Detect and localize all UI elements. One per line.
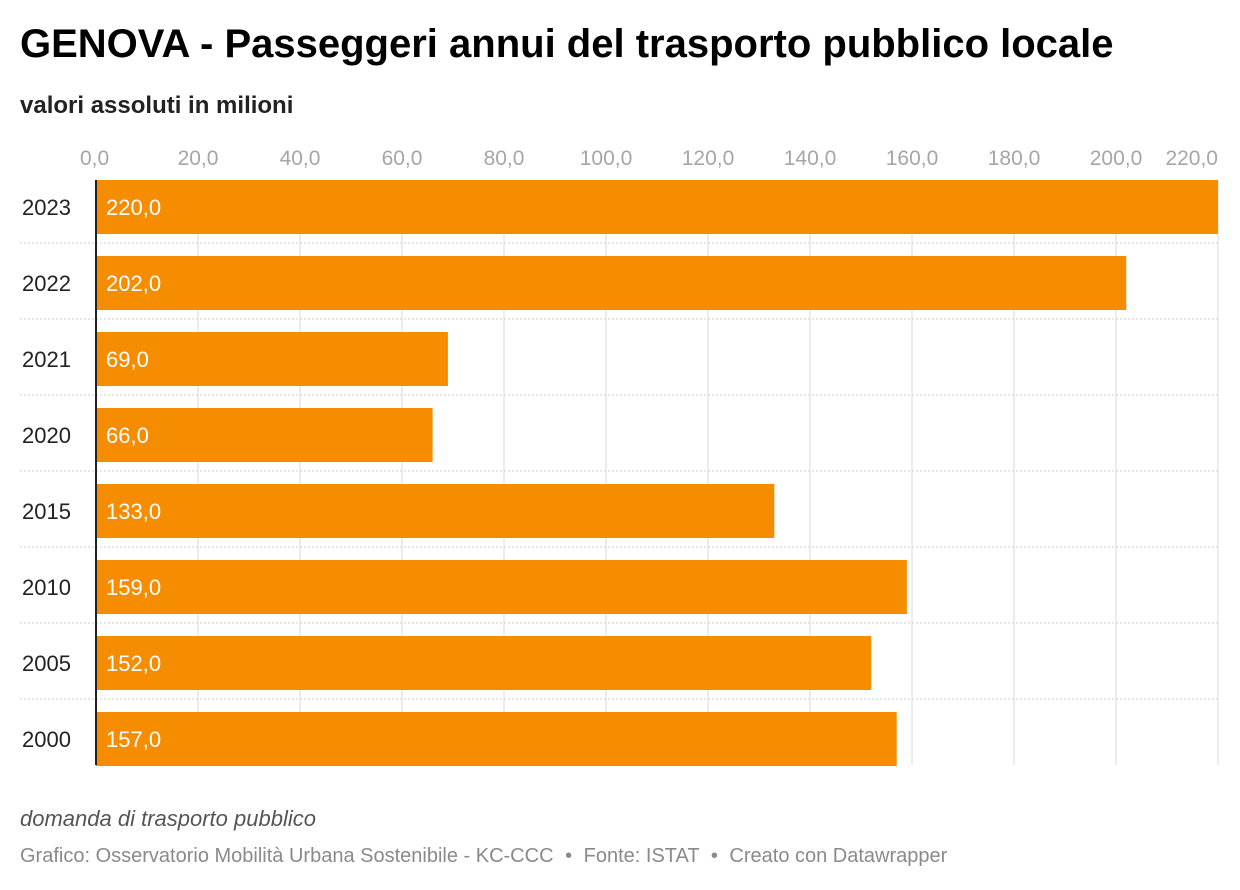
value-label: 220,0 (106, 195, 161, 220)
bar-2000 (96, 712, 897, 766)
bar-2021 (96, 332, 448, 386)
x-tick-label: 40,0 (280, 147, 321, 170)
category-label: 2000 (22, 727, 71, 752)
bars (96, 180, 1218, 766)
chart-footer: Grafico: Osservatorio Mobilità Urbana So… (20, 845, 947, 868)
value-label: 157,0 (106, 727, 161, 752)
y-axis-categories: 2023 2022 2021 2020 2015 2010 2005 2000 (22, 195, 71, 752)
value-label: 202,0 (106, 271, 161, 296)
x-tick-label: 120,0 (682, 147, 735, 170)
footer-separator: • (710, 845, 718, 867)
value-labels: 220,0 202,0 69,0 66,0 133,0 159,0 152,0 157,0 (106, 195, 161, 752)
category-label: 2005 (22, 651, 71, 676)
footer-tool: Creato con Datawrapper (729, 845, 948, 867)
value-label: 152,0 (106, 651, 161, 676)
category-label: 2015 (22, 499, 71, 524)
bar-2015 (96, 484, 775, 538)
chart-subtitle: valori assoluti in milioni (20, 92, 294, 119)
value-label: 66,0 (106, 423, 149, 448)
category-label: 2021 (22, 347, 71, 372)
bar-2010 (96, 560, 907, 614)
bar-chart: 0,0 20,0 40,0 60,0 80,0 100,0 120,0 140,0 160,0 1… (20, 147, 1219, 766)
chart-title: GENOVA - Passeggeri annui del trasporto … (20, 22, 1114, 66)
bar-2020 (96, 408, 433, 462)
x-tick-label: 180,0 (988, 147, 1041, 170)
x-tick-label: 100,0 (580, 147, 633, 170)
x-tick-label: 0,0 (80, 147, 109, 170)
x-tick-label: 160,0 (886, 147, 939, 170)
bar-2005 (96, 636, 872, 690)
value-label: 133,0 (106, 499, 161, 524)
category-label: 2023 (22, 195, 71, 220)
chart-notes: domanda di trasporto pubblico (20, 806, 316, 831)
bar-2023 (96, 180, 1218, 234)
bar-2022 (96, 256, 1127, 310)
x-tick-label: 140,0 (784, 147, 837, 170)
x-tick-label: 20,0 (178, 147, 219, 170)
x-tick-label: 220,0 (1165, 147, 1218, 170)
x-tick-label: 80,0 (484, 147, 525, 170)
x-axis-ticks: 0,0 20,0 40,0 60,0 80,0 100,0 120,0 140,0 160,0 1… (80, 147, 1218, 170)
value-label: 159,0 (106, 575, 161, 600)
x-tick-label: 200,0 (1090, 147, 1143, 170)
category-label: 2022 (22, 271, 71, 296)
category-label: 2020 (22, 423, 71, 448)
x-tick-label: 60,0 (382, 147, 423, 170)
footer-credit: Grafico: Osservatorio Mobilità Urbana So… (20, 845, 554, 867)
footer-separator: • (565, 845, 573, 867)
value-label: 69,0 (106, 347, 149, 372)
footer-source: Fonte: ISTAT (583, 845, 700, 867)
category-label: 2010 (22, 575, 71, 600)
